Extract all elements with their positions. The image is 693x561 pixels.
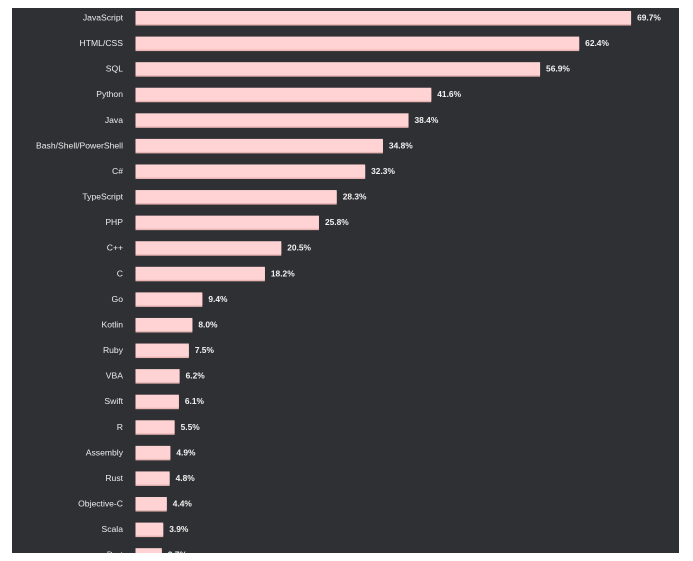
- bar-12: [135, 317, 193, 331]
- value-label-4: 38.4%: [415, 115, 439, 125]
- value-label-10: 18.2%: [271, 268, 295, 278]
- category-label-14: VBA: [106, 371, 123, 381]
- value-label-3: 41.6%: [437, 89, 461, 99]
- bar-13: [135, 343, 189, 357]
- bar-6: [135, 164, 366, 178]
- value-label-16: 5.5%: [181, 422, 201, 432]
- bar-10: [135, 266, 265, 280]
- category-label-7: TypeScript: [82, 192, 123, 202]
- bar-3: [135, 87, 432, 101]
- value-label-1: 62.4%: [585, 38, 609, 48]
- value-label-19: 4.4%: [173, 499, 193, 509]
- category-label-15: Swift: [104, 396, 123, 406]
- category-label-4: Java: [105, 115, 123, 125]
- category-label-8: PHP: [105, 217, 123, 227]
- category-label-5: Bash/Shell/PowerShell: [36, 140, 123, 150]
- bar-2: [135, 62, 541, 76]
- value-label-18: 4.8%: [176, 473, 196, 483]
- category-label-6: C#: [112, 166, 123, 176]
- value-label-21: 3.7%: [168, 550, 188, 553]
- bar-21: [135, 548, 162, 553]
- bar-chart: JavaScript 69.7% HTML/CSS 62.4% SQL 56.9% Pyth…: [36, 11, 661, 553]
- value-label-11: 9.4%: [208, 294, 228, 304]
- category-label-18: Rust: [105, 473, 123, 483]
- category-label-12: Kotlin: [102, 319, 124, 329]
- bar-4: [135, 113, 409, 127]
- value-label-12: 8.0%: [198, 319, 218, 329]
- bar-19: [135, 497, 167, 511]
- category-label-10: C: [117, 268, 123, 278]
- value-label-8: 25.8%: [325, 217, 349, 227]
- value-label-2: 56.9%: [546, 64, 570, 74]
- value-label-13: 7.5%: [195, 345, 215, 355]
- category-label-13: Ruby: [103, 345, 124, 355]
- value-label-7: 28.3%: [343, 192, 367, 202]
- value-label-5: 34.8%: [389, 140, 413, 150]
- bar-14: [135, 369, 180, 383]
- category-label-9: C++: [107, 243, 123, 253]
- category-label-19: Objective-C: [78, 499, 123, 509]
- bar-8: [135, 215, 319, 229]
- value-label-6: 32.3%: [371, 166, 395, 176]
- bar-16: [135, 420, 175, 434]
- category-label-0: JavaScript: [83, 13, 124, 23]
- bar-11: [135, 292, 203, 306]
- category-label-21: Dart: [107, 550, 124, 553]
- category-label-1: HTML/CSS: [80, 38, 124, 48]
- chart-panel: JavaScript 69.7% HTML/CSS 62.4% SQL 56.9% Pyth…: [12, 8, 679, 553]
- bar-17: [135, 445, 171, 459]
- bar-15: [135, 394, 179, 408]
- category-label-2: SQL: [106, 64, 123, 74]
- category-label-11: Go: [112, 294, 124, 304]
- bar-5: [135, 138, 383, 152]
- bar-7: [135, 190, 337, 204]
- value-label-15: 6.1%: [185, 396, 205, 406]
- value-label-20: 3.9%: [169, 524, 189, 534]
- category-label-20: Scala: [102, 524, 124, 534]
- category-label-3: Python: [96, 89, 123, 99]
- value-label-14: 6.2%: [186, 371, 206, 381]
- category-label-17: Assembly: [86, 447, 124, 457]
- value-label-9: 20.5%: [287, 243, 311, 253]
- category-label-16: R: [117, 422, 123, 432]
- value-label-0: 69.7%: [637, 13, 661, 23]
- value-label-17: 4.9%: [176, 447, 196, 457]
- bar-20: [135, 522, 164, 536]
- bar-0: [135, 11, 632, 24]
- bar-9: [135, 241, 282, 255]
- bar-18: [135, 471, 170, 485]
- bar-1: [135, 36, 580, 50]
